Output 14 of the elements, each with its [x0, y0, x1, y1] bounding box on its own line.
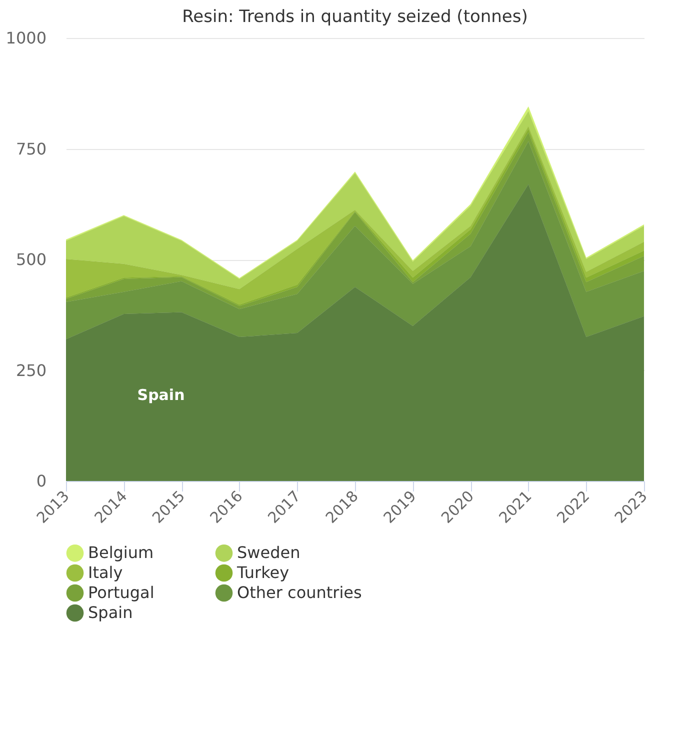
- legend-label: Other countries: [237, 583, 362, 602]
- y-tick-label: 500: [16, 250, 46, 269]
- y-tick-label: 0: [36, 472, 46, 490]
- annotation: Spain: [137, 386, 185, 404]
- legend-label: Spain: [88, 603, 133, 622]
- chart-title: Resin: Trends in quantity seized (tonnes): [182, 7, 528, 27]
- y-tick-label: 250: [16, 360, 46, 380]
- legend-label: Turkey: [236, 563, 290, 582]
- legend-label: Sweden: [237, 543, 300, 562]
- y-tick-label: 1000: [6, 28, 46, 48]
- legend-label: Italy: [88, 563, 123, 582]
- legend-label: Belgium: [88, 543, 154, 562]
- y-tick-label: 750: [16, 139, 46, 158]
- legend-label: Portugal: [88, 583, 154, 602]
